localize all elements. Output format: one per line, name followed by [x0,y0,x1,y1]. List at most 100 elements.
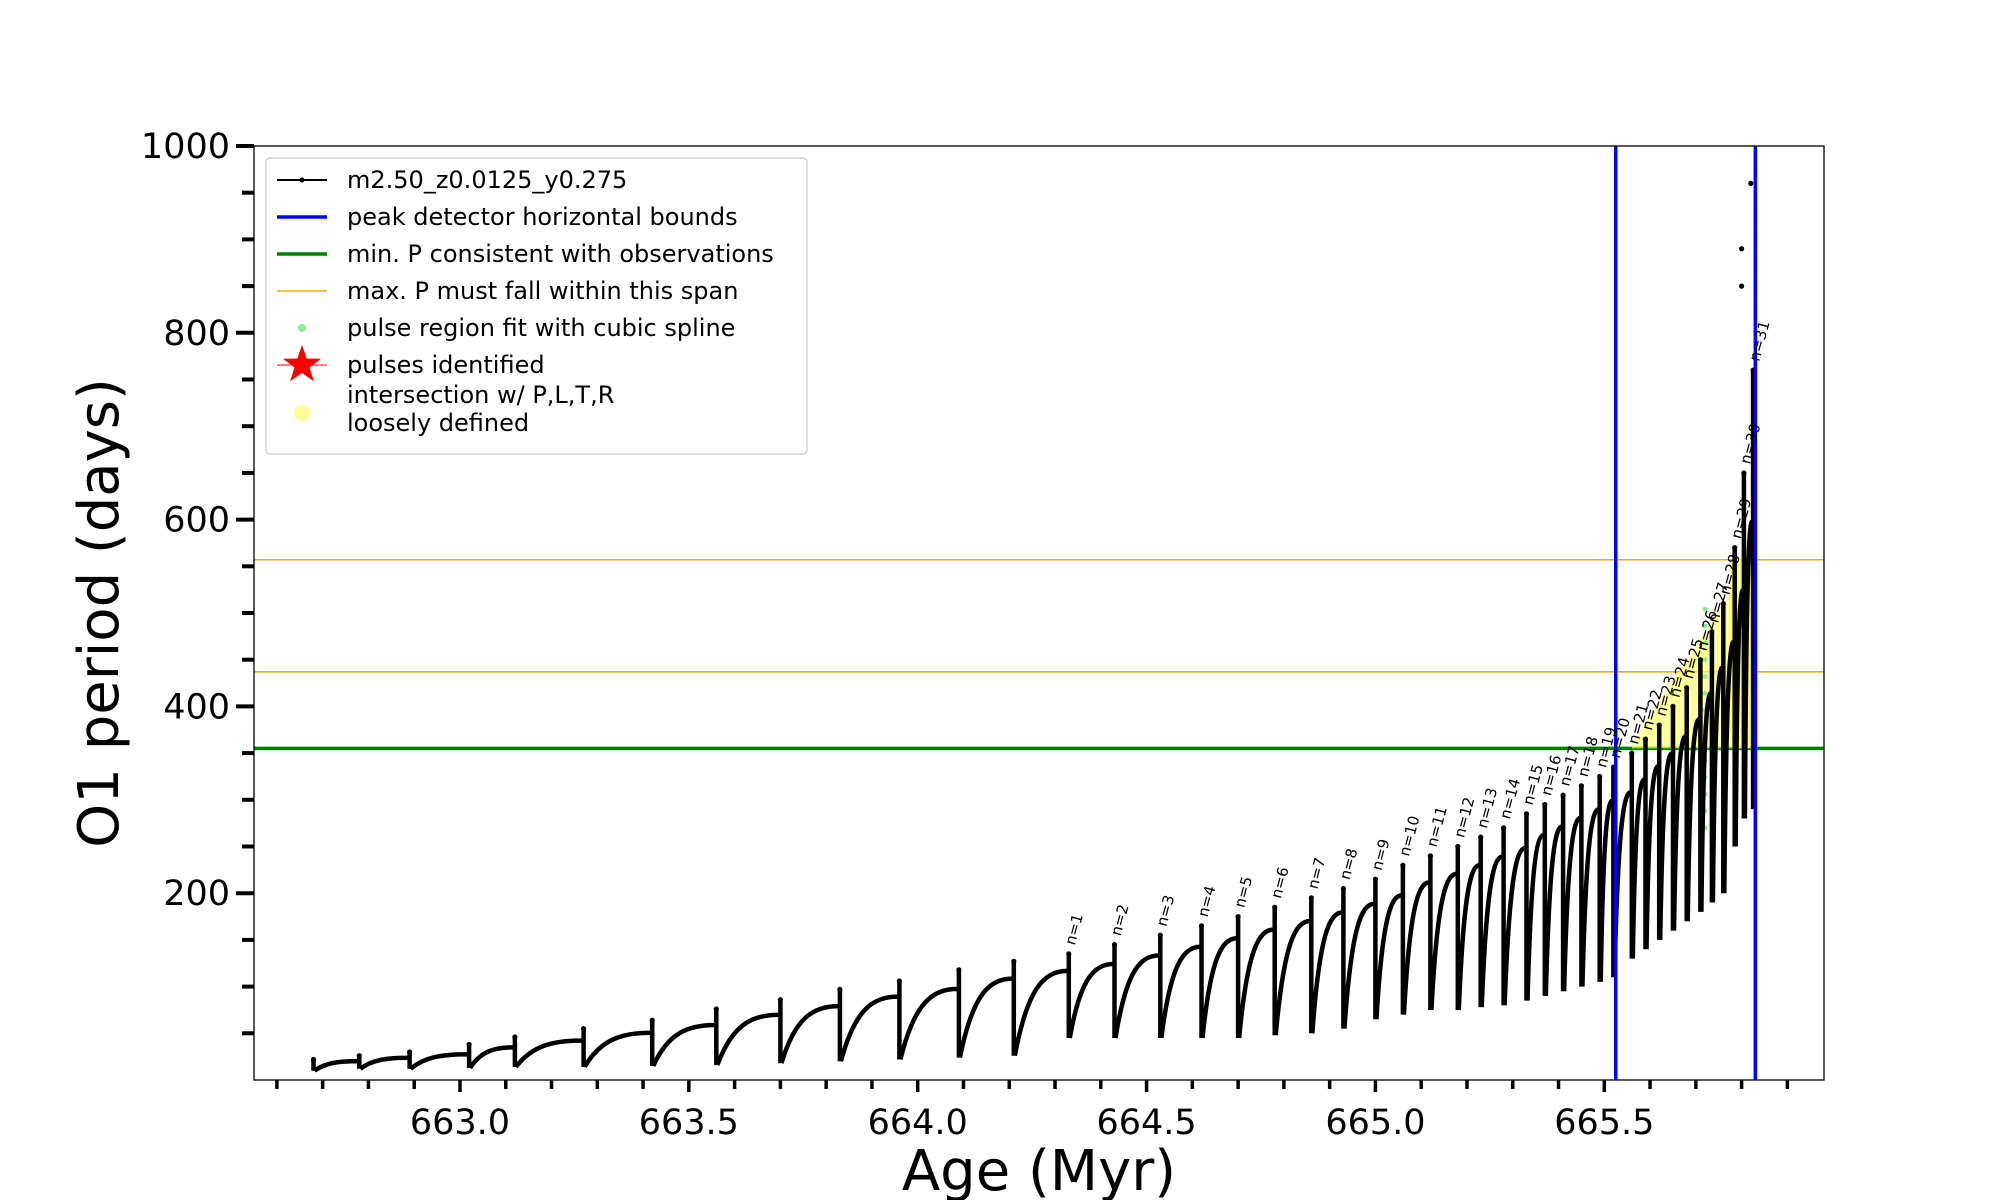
peak-point [1500,825,1507,831]
x-tick-label: 665.5 [1554,1103,1654,1143]
spline-point [1702,674,1708,680]
pulse-label: n=31 [1746,319,1774,363]
peak-point [1629,750,1635,756]
pulse-label: n=3 [1153,893,1179,928]
peak-point [837,986,843,993]
spline-point [1702,640,1708,646]
peak-point [1011,958,1017,964]
series-m2.50 [310,169,1757,1073]
peak-point [407,1049,413,1055]
peak-point [1308,895,1314,901]
peak-point [1478,834,1484,840]
pulse-label: n=2 [1107,902,1133,937]
peak-point [1642,736,1649,742]
peak-point [1235,913,1241,920]
peak-point [1560,792,1566,798]
pulse-label: n=6 [1267,865,1293,900]
spline-point [1702,657,1708,663]
pulse-label: n=30 [1736,422,1764,466]
peak-point [1455,843,1461,850]
peak-point [1670,703,1676,710]
x-axis-label: Age (Myr) [902,1139,1176,1200]
peak-point [1157,932,1163,938]
pulse-labels: n=1 n=2 n=3 n=4 n=5 n=6 n=7 n=8 n=9 n=10 n=11 n=12n… [1061,319,1773,947]
legend-label: pulses identified [347,351,545,379]
peak-point [896,978,902,984]
y-axis-label: O1 period (days) [67,378,132,848]
x-tick-label: 664.5 [1096,1103,1196,1143]
x-tick-label: 664.0 [868,1103,968,1143]
peak-point [1427,853,1433,859]
peak-point [1340,885,1346,892]
x-tick-label: 665.0 [1325,1103,1425,1143]
peak-point [1697,657,1704,663]
peak-point [777,997,783,1003]
spline-point [1702,606,1708,612]
peak-point [1732,545,1738,551]
peak-point [1542,801,1548,808]
peak-point [1597,773,1603,780]
peak-point [713,1006,719,1012]
y-tick-label: 200 [163,874,230,914]
pulse-label: n=8 [1336,846,1362,881]
spike-point [1739,246,1745,252]
peak-point [1400,862,1406,868]
pulse-label: n=11 [1423,804,1451,848]
legend-label: m2.50_z0.0125_y0.275 [347,166,627,194]
legend-label: pulse region fit with cubic spline [347,314,735,342]
legend-label: min. P consistent with observations [347,240,774,268]
legend-dot-symbol [299,177,305,183]
y-tick-label: 400 [163,687,230,727]
pulse-label: n=13 [1473,786,1501,830]
pulse-label: n=12 [1450,795,1478,839]
legend-label: max. P must fall within this span [347,277,738,305]
pulse-label: n=9 [1368,837,1394,872]
peak-point [956,967,962,973]
pulse-label: n=4 [1194,884,1220,919]
peak-point [466,1041,472,1048]
peak-point [1066,951,1072,957]
horizontal-reference-lines [254,558,1824,751]
y-axis: 200 400 600 800 1000 O1 period (days) [67,127,254,1036]
peak-point [1741,470,1747,476]
x-axis: 663.0 663.5 664.0 664.5 665.0 665.5 Age (Myr) [275,1080,1790,1200]
peak-point [1523,811,1530,817]
legend-label: intersection w/ P,L,T,R loosely defined [347,381,614,437]
peak-point [512,1034,518,1040]
peak-point [1720,601,1726,607]
peak-point [310,1056,317,1063]
y-tick-label: 600 [163,501,230,541]
peak-point [1709,629,1715,635]
spike-point [1739,283,1745,289]
spline-point [1702,623,1708,629]
peak-point [356,1053,362,1059]
y-tick-label: 800 [163,314,230,354]
peak-point [1656,722,1662,728]
peak-point [1372,876,1379,882]
pulse-label: n=10 [1395,814,1423,858]
y-tick-label: 1000 [141,127,230,167]
pulse-label: n=7 [1304,856,1330,891]
vertical-bound-lines [1613,146,1758,1080]
spline-point [1702,690,1708,696]
x-tick-label: 663.0 [410,1103,510,1143]
legend-dot-symbol [294,405,310,421]
pulse-label: n=1 [1061,912,1087,947]
pulse-label: n=5 [1231,874,1257,909]
peak-point [649,1017,655,1023]
peak-point [1198,923,1205,929]
peak-point [1684,685,1690,691]
series-line [311,370,1756,1073]
peak-point [1272,904,1278,910]
peak-point [1578,783,1585,789]
peak-point [580,1026,587,1032]
spike-point [1748,180,1754,186]
legend-label: peak detector horizontal bounds [347,203,738,231]
legend-dot-symbol [298,324,306,332]
x-tick-label: 663.5 [639,1103,739,1143]
legend-box [265,157,808,455]
peak-point [1111,941,1118,948]
legend-star-symbol [283,345,321,382]
